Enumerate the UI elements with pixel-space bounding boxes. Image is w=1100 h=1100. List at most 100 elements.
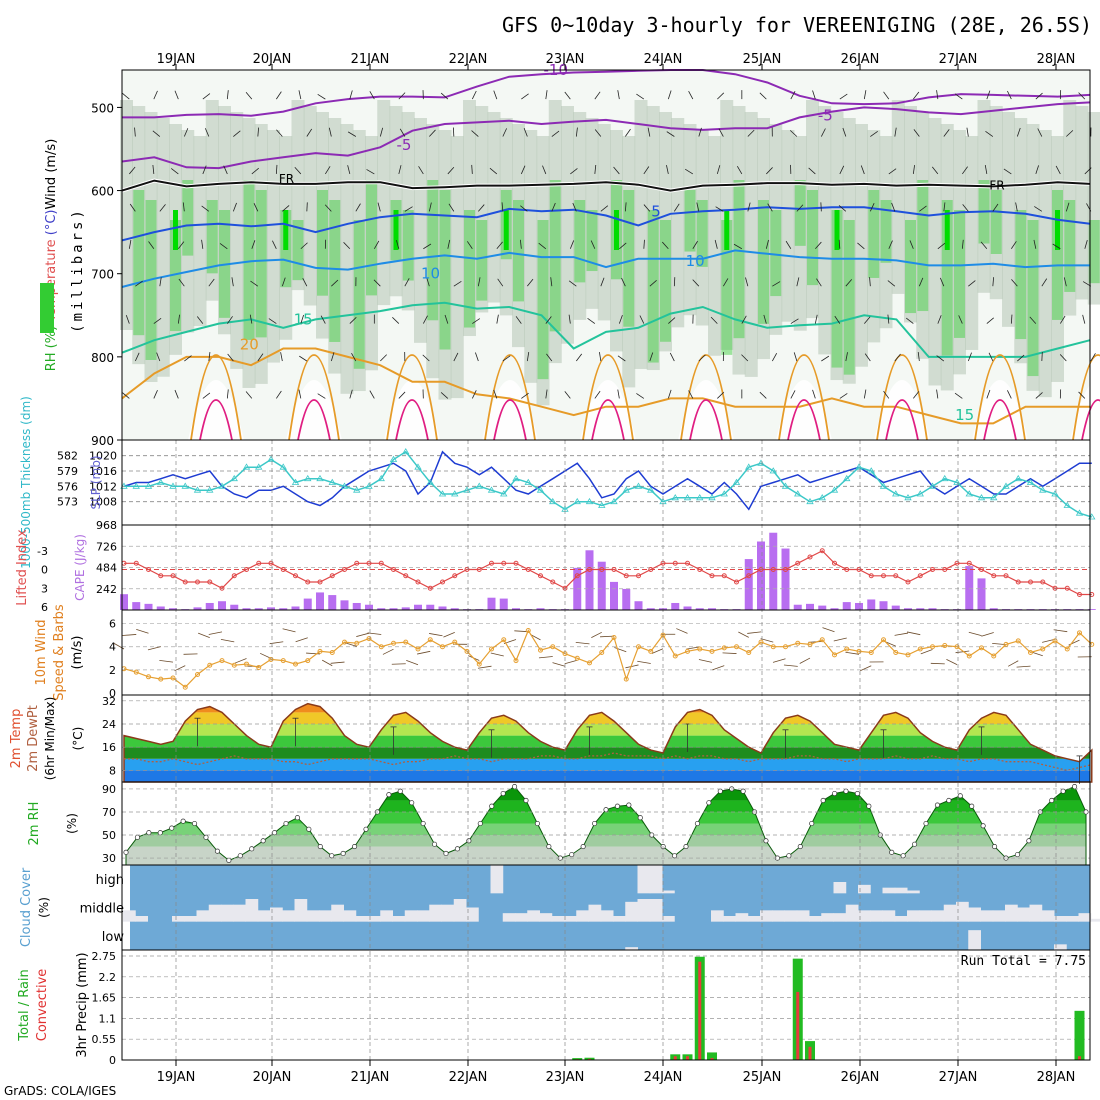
rh-band [126,786,1086,801]
wind-barb [717,391,725,399]
wind-speed-point [440,644,445,650]
thickness-marker [1075,509,1084,516]
wind-barb [392,317,400,324]
wind-barb [745,277,749,287]
dewpt-line [124,752,1092,772]
wind-barb [796,277,800,287]
temp-tick-label: 24 [102,718,116,731]
slp-line [123,450,1092,511]
wind-barb [177,314,180,324]
wind-barb [722,652,737,654]
boundary-layer-pocket [188,380,244,440]
cape-bar [928,608,937,610]
wind-barb [617,355,626,362]
isotherm-label: 15 [294,310,313,328]
thickness-marker [806,497,814,505]
temp-band [124,735,1090,748]
wind-barb [128,239,132,249]
rh-shading [708,136,721,356]
cloud-bar-middle [735,913,749,922]
cloud-bar-middle [539,913,553,922]
wind-barb [153,90,158,100]
li-point [783,567,788,572]
wind-barb [643,204,651,212]
li-point [832,560,837,566]
li-point [231,573,237,579]
rh-point [854,790,860,797]
wind-barb [651,648,664,654]
isotherm-label: 20 [240,335,259,353]
wind-barb [1041,278,1048,287]
wind-barb [747,202,751,212]
li-point [709,573,715,579]
wind-barb [864,353,871,362]
li-point [672,560,678,566]
wind-barb [618,315,623,324]
thickness-axis-label: 1000-500mb Thickness (dm) [19,396,33,569]
wind-barb [931,166,939,175]
wind-barb [863,90,867,100]
wind-barb [937,242,946,250]
li-point [158,573,164,579]
thickness-marker [732,478,741,485]
li-point [856,567,862,572]
rh-shading-moist [647,210,659,363]
wind-tick-label: 0 [109,687,116,700]
rh-shading [1075,106,1089,300]
wind-barb [321,659,333,667]
li-point [391,567,396,572]
wind-barb [796,204,804,212]
wind-barb [1016,665,1031,668]
wind-barb [447,166,455,175]
wind-barb [968,280,976,287]
li-point [366,560,372,566]
wind-speed-point [280,658,286,664]
wind-speed-point [893,650,899,655]
wind-barb [135,280,143,287]
wind-barb [822,627,835,633]
wind-barb [295,637,308,643]
wind-barb [379,127,384,137]
isotherm-hot-bump [885,399,919,441]
wind-barb [575,641,590,645]
isotherm-hot-bump [689,399,723,441]
wind-barb [1037,128,1043,137]
wind-barb [366,169,375,175]
wind-barb [125,315,130,324]
wind-barb [490,652,504,657]
li-point [550,579,556,585]
wind-barb [545,389,548,399]
wind-barb [839,93,848,100]
wind-barb [551,202,556,212]
wind-speed-point [819,637,825,643]
wind-barb [226,389,229,399]
thickness-marker [769,467,777,474]
thickness-marker [892,490,900,497]
wind-barb [666,165,669,175]
rh-shading [205,100,219,301]
li-point [746,573,752,579]
wind-speed-point [366,636,372,642]
slp-tick-label: 1008 [89,496,117,509]
wind-tick-label: 2 [109,664,116,677]
thickness-marker [683,494,692,501]
cape-bar [389,608,398,610]
wind-barb [134,352,140,362]
wind-barb [1059,315,1066,324]
thickness-marker [634,482,643,489]
wind-barb [617,90,620,100]
rh2m-ylabel: 2m RH (%) [27,802,79,846]
rh-point [329,853,335,859]
wind-barb [967,352,972,362]
rh-shading-moist [366,180,377,296]
thickness-marker [990,494,998,501]
thickness-marker [524,478,532,485]
wind-speed-point [1052,638,1058,644]
wind-barb [477,665,492,669]
cloud-bar-middle [319,910,332,922]
thickness-marker [487,486,496,493]
cape-bar [144,603,153,610]
wind-barb [692,279,700,287]
wind-barb [958,315,963,324]
rh-shading-moist [1088,220,1100,284]
